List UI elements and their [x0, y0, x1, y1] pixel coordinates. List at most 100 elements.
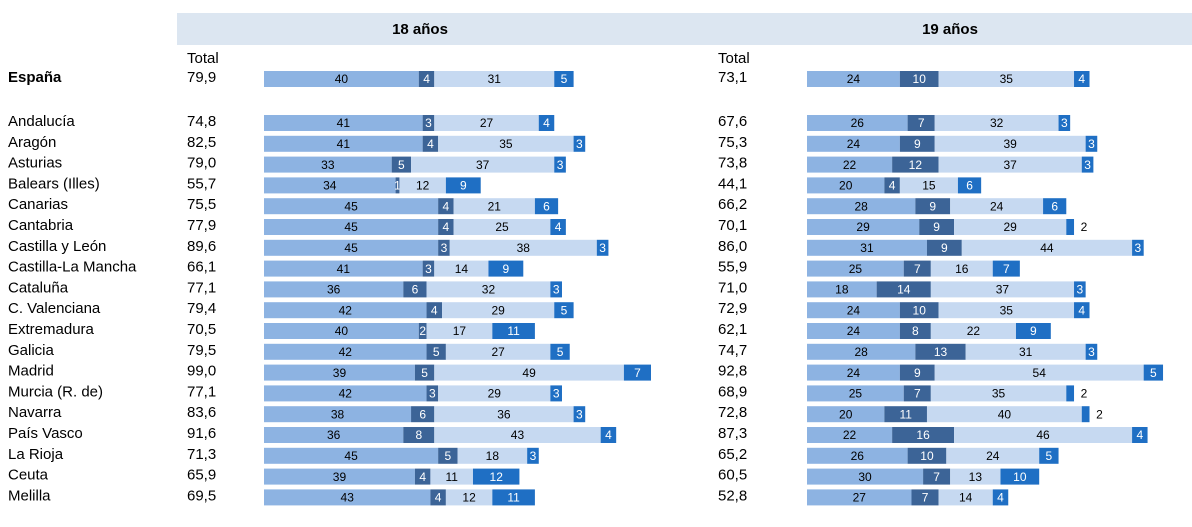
data-label: 4: [1078, 303, 1085, 317]
region-label: Melilla: [8, 487, 51, 504]
data-label: 4: [427, 137, 434, 151]
data-label: 4: [543, 116, 550, 130]
data-label: 43: [341, 491, 355, 505]
data-label: 11: [507, 324, 520, 338]
data-label: 12: [909, 158, 923, 172]
data-label: 6: [543, 199, 550, 213]
bar-segment: [554, 156, 566, 173]
bar-segment: [623, 364, 651, 381]
data-label: 37: [476, 158, 490, 172]
data-label: 9: [914, 366, 921, 380]
total-value: 86,0: [718, 238, 747, 255]
bar-segment: [445, 343, 551, 360]
total-value: 66,2: [718, 196, 747, 213]
data-label: 12: [490, 470, 504, 484]
data-label: 12: [416, 179, 430, 193]
total-value: 77,1: [187, 279, 216, 296]
bar-segment: [418, 323, 427, 339]
data-label: 10: [913, 72, 927, 86]
data-label: 44: [1040, 241, 1054, 255]
bar-segment: [884, 406, 927, 423]
panel-title: 19 años: [922, 21, 978, 38]
bar-segment: [573, 135, 586, 152]
region-label: La Rioja: [8, 446, 64, 463]
bar-segment: [445, 177, 481, 194]
data-label: 34: [323, 179, 337, 193]
total-value: 87,3: [718, 425, 747, 442]
bar-segment: [992, 260, 1020, 277]
data-label: 22: [967, 324, 981, 338]
bar-segment: [457, 447, 528, 464]
bar-segment: [550, 219, 566, 235]
data-label: 32: [990, 116, 1004, 130]
data-label: 4: [423, 72, 430, 86]
bar-segment: [445, 489, 493, 506]
bar-segment: [492, 323, 535, 339]
bar-segment: [807, 406, 885, 423]
bar-segment: [264, 156, 392, 173]
bar-segment: [550, 385, 562, 402]
data-label: 9: [460, 179, 467, 193]
data-label: 20: [839, 407, 853, 421]
region-label: Madrid: [8, 363, 54, 380]
data-label: 5: [444, 449, 451, 463]
data-label: 2: [1081, 220, 1088, 234]
bar-segment: [1143, 364, 1164, 381]
data-label: 9: [1030, 324, 1037, 338]
bar-segment: [453, 198, 535, 215]
data-label: 5: [1150, 366, 1157, 380]
data-label: 9: [914, 137, 921, 151]
region-label: C. Valenciana: [8, 300, 101, 317]
data-label: 40: [998, 407, 1012, 421]
data-label: 10: [913, 303, 927, 317]
data-label: 7: [1003, 262, 1010, 276]
data-label: 3: [530, 449, 537, 463]
bar-segment: [264, 219, 439, 235]
data-label: 45: [344, 199, 358, 213]
total-value: 73,1: [718, 69, 747, 86]
data-label: 25: [495, 220, 509, 234]
bar-segment: [899, 323, 931, 339]
total-value: 69,5: [187, 487, 216, 504]
bar-segment: [430, 468, 473, 485]
region-label: País Vasco: [8, 425, 83, 442]
data-label: 38: [331, 407, 345, 421]
data-label: 38: [517, 241, 531, 255]
bar-segment: [264, 468, 415, 485]
bar-segment: [426, 385, 439, 402]
bar-segment: [807, 260, 904, 277]
bar-segment: [1058, 115, 1071, 131]
bar-segment: [903, 260, 931, 277]
data-label: 40: [335, 324, 349, 338]
data-label: 17: [453, 324, 467, 338]
data-label: 39: [333, 366, 347, 380]
bar-segment: [923, 468, 951, 485]
bar-segment: [807, 385, 904, 402]
data-label: 26: [851, 116, 865, 130]
bar-segment: [488, 260, 524, 277]
data-label: 42: [339, 345, 353, 359]
total-value: 70,5: [187, 321, 216, 338]
data-label: 21: [488, 199, 502, 213]
total-value: 68,9: [718, 383, 747, 400]
bar-segment: [264, 71, 419, 87]
data-label: 3: [576, 407, 583, 421]
bar-segment: [899, 364, 935, 381]
data-label: 3: [1088, 345, 1095, 359]
data-label: 41: [337, 137, 351, 151]
total-value: 82,5: [187, 134, 216, 151]
total-value: 79,5: [187, 342, 216, 359]
bar-segment: [403, 427, 435, 443]
total-value: 91,6: [187, 425, 216, 442]
data-label: 42: [339, 387, 353, 401]
data-label: 3: [576, 137, 583, 151]
region-label: Navarra: [8, 404, 62, 421]
bar-segment: [438, 198, 454, 215]
total-value: 79,0: [187, 155, 216, 172]
data-label: 39: [1003, 137, 1017, 151]
data-label: 9: [503, 262, 510, 276]
total-value: 62,1: [718, 321, 747, 338]
bar-segment: [438, 219, 454, 235]
bar-segment: [938, 302, 1075, 319]
